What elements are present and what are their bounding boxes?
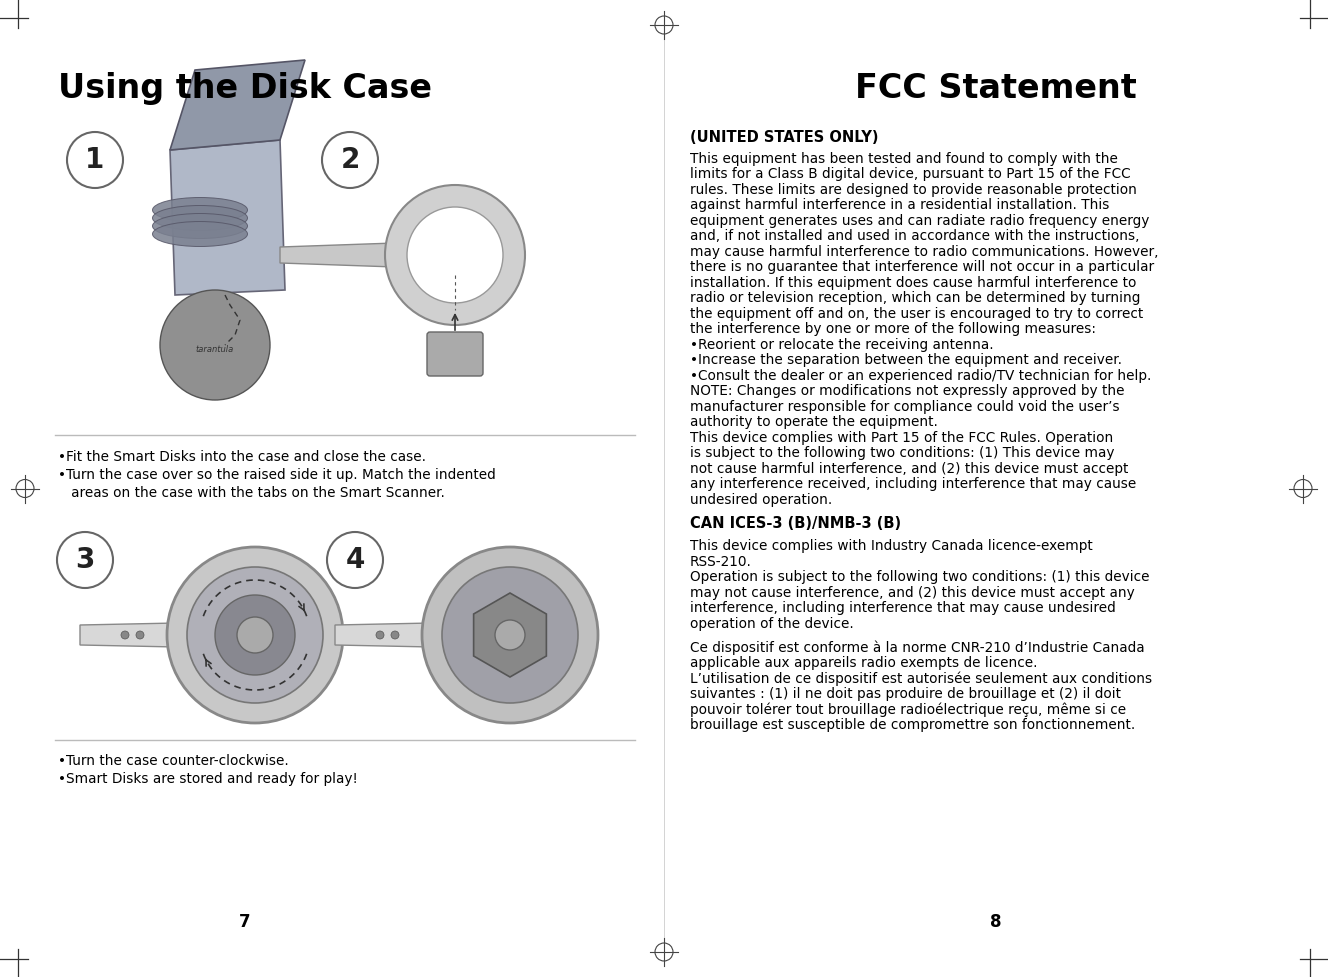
Text: 1: 1 [85,146,105,174]
Circle shape [390,631,398,639]
Text: against harmful interference in a residential installation. This: against harmful interference in a reside… [691,198,1109,212]
Text: L’utilisation de ce dispositif est autorisée seulement aux conditions: L’utilisation de ce dispositif est autor… [691,671,1153,686]
Circle shape [215,595,295,675]
Circle shape [236,617,274,653]
Text: This device complies with Part 15 of the FCC Rules. Operation: This device complies with Part 15 of the… [691,431,1113,445]
Text: This device complies with Industry Canada licence-exempt: This device complies with Industry Canad… [691,539,1093,553]
Text: applicable aux appareils radio exempts de licence.: applicable aux appareils radio exempts d… [691,656,1037,670]
Circle shape [167,547,343,723]
Polygon shape [280,243,394,267]
Circle shape [327,532,382,588]
Polygon shape [170,60,305,150]
Polygon shape [80,622,224,648]
Circle shape [376,631,384,639]
Text: undesired operation.: undesired operation. [691,492,833,507]
Circle shape [442,567,578,703]
Text: •Consult the dealer or an experienced radio/TV technician for help.: •Consult the dealer or an experienced ra… [691,368,1151,383]
Ellipse shape [153,205,247,231]
Circle shape [385,185,525,325]
Text: the equipment off and on, the user is encouraged to try to correct: the equipment off and on, the user is en… [691,307,1143,320]
Text: manufacturer responsible for compliance could void the user’s: manufacturer responsible for compliance … [691,400,1120,413]
Text: the interference by one or more of the following measures:: the interference by one or more of the f… [691,322,1096,336]
Text: brouillage est susceptible de compromettre son fonctionnement.: brouillage est susceptible de compromett… [691,718,1135,732]
Text: is subject to the following two conditions: (1) This device may: is subject to the following two conditio… [691,446,1114,460]
Text: any interference received, including interference that may cause: any interference received, including int… [691,477,1137,491]
Circle shape [422,547,598,723]
Text: suivantes : (1) il ne doit pas produire de brouillage et (2) il doit: suivantes : (1) il ne doit pas produire … [691,687,1121,701]
Text: may cause harmful interference to radio communications. However,: may cause harmful interference to radio … [691,244,1158,259]
Text: limits for a Class B digital device, pursuant to Part 15 of the FCC: limits for a Class B digital device, pur… [691,167,1130,181]
Text: operation of the device.: operation of the device. [691,616,854,631]
Text: Operation is subject to the following two conditions: (1) this device: Operation is subject to the following tw… [691,571,1150,584]
Text: 8: 8 [991,913,1001,931]
Text: NOTE: Changes or modifications not expressly approved by the: NOTE: Changes or modifications not expre… [691,384,1125,399]
Text: •Fit the Smart Disks into the case and close the case.: •Fit the Smart Disks into the case and c… [58,450,426,464]
Text: radio or television reception, which can be determined by turning: radio or television reception, which can… [691,291,1141,305]
Text: tarantula: tarantula [195,346,234,355]
Polygon shape [170,140,286,295]
Text: This equipment has been tested and found to comply with the: This equipment has been tested and found… [691,151,1118,166]
Text: 3: 3 [76,546,94,574]
FancyBboxPatch shape [428,332,483,376]
Circle shape [135,631,143,639]
Text: CAN ICES-3 (B)/NMB-3 (B): CAN ICES-3 (B)/NMB-3 (B) [691,516,902,531]
Text: not cause harmful interference, and (2) this device must accept: not cause harmful interference, and (2) … [691,462,1129,476]
Text: 2: 2 [340,146,360,174]
Circle shape [495,620,525,650]
Text: RSS-210.: RSS-210. [691,555,752,569]
Text: may not cause interference, and (2) this device must accept any: may not cause interference, and (2) this… [691,586,1134,600]
Text: authority to operate the equipment.: authority to operate the equipment. [691,415,938,429]
Text: 7: 7 [239,913,251,931]
Ellipse shape [153,214,247,238]
Text: (UNITED STATES ONLY): (UNITED STATES ONLY) [691,130,879,145]
Text: there is no guarantee that interference will not occur in a particular: there is no guarantee that interference … [691,260,1154,275]
Ellipse shape [153,222,247,246]
Circle shape [121,631,129,639]
Text: •Reorient or relocate the receiving antenna.: •Reorient or relocate the receiving ante… [691,338,993,352]
Text: •Smart Disks are stored and ready for play!: •Smart Disks are stored and ready for pl… [58,772,357,786]
Text: •Turn the case counter-clockwise.: •Turn the case counter-clockwise. [58,754,288,768]
Circle shape [321,132,378,188]
Circle shape [187,567,323,703]
Text: •Increase the separation between the equipment and receiver.: •Increase the separation between the equ… [691,354,1122,367]
Text: areas on the case with the tabs on the Smart Scanner.: areas on the case with the tabs on the S… [58,486,445,500]
Text: rules. These limits are designed to provide reasonable protection: rules. These limits are designed to prov… [691,183,1137,196]
Circle shape [406,207,503,303]
Text: installation. If this equipment does cause harmful interference to: installation. If this equipment does cau… [691,276,1137,290]
Text: FCC Statement: FCC Statement [855,72,1137,105]
Polygon shape [474,593,546,677]
Text: 4: 4 [345,546,365,574]
Circle shape [159,290,270,400]
Text: Ce dispositif est conforme à la norme CNR-210 d’Industrie Canada: Ce dispositif est conforme à la norme CN… [691,641,1145,655]
Text: Using the Disk Case: Using the Disk Case [58,72,432,105]
Text: and, if not installed and used in accordance with the instructions,: and, if not installed and used in accord… [691,230,1139,243]
Text: pouvoir tolérer tout brouillage radioélectrique reçu, même si ce: pouvoir tolérer tout brouillage radioéle… [691,702,1126,717]
Circle shape [66,132,124,188]
Text: •Turn the case over so the raised side it up. Match the indented: •Turn the case over so the raised side i… [58,468,495,482]
Text: interference, including interference that may cause undesired: interference, including interference tha… [691,602,1116,616]
Circle shape [57,532,113,588]
Ellipse shape [153,197,247,223]
Polygon shape [335,622,479,648]
Text: equipment generates uses and can radiate radio frequency energy: equipment generates uses and can radiate… [691,214,1149,228]
